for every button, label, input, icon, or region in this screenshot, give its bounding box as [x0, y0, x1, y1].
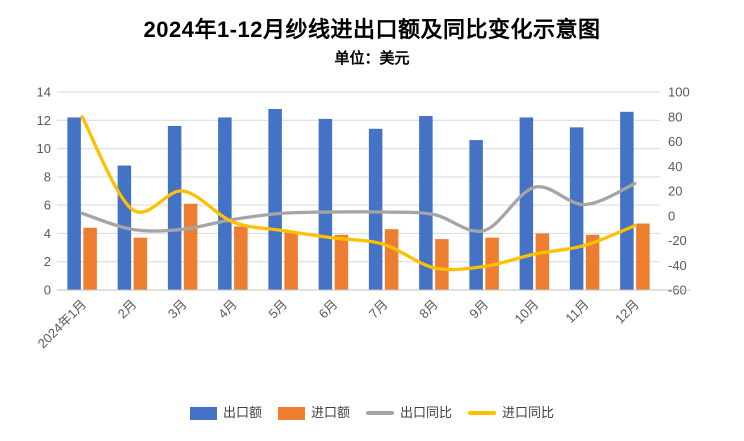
- bar-export-value: [268, 108, 282, 290]
- right-axis-tick-label: 0: [668, 208, 675, 223]
- x-axis-category-label: 5月: [265, 297, 290, 322]
- bar-import-value: [334, 234, 349, 290]
- x-axis-category-label: 10月: [511, 297, 541, 327]
- bar-export-value: [167, 125, 182, 290]
- bar-import-value: [284, 232, 298, 290]
- legend-item-export-value: 出口额: [189, 405, 262, 421]
- legend-item-export-yoy: 出口同比: [366, 405, 452, 421]
- bar-export-value: [620, 111, 634, 290]
- legend-item-import-value: 进口额: [277, 405, 350, 421]
- x-axis-category-label: 2月: [115, 297, 140, 322]
- legend-label-import-value: 进口额: [310, 405, 350, 420]
- x-axis-category-label: 6月: [316, 297, 341, 322]
- x-axis-category-label: 4月: [215, 297, 240, 322]
- right-axis-tick-label: 80: [668, 109, 682, 124]
- left-axis-tick-label: 10: [37, 141, 51, 156]
- legend-swatch-export-value-icon: [189, 406, 217, 420]
- bar-export-value: [569, 127, 584, 290]
- x-axis-category-label: 11月: [562, 297, 591, 326]
- x-axis-category-label: 12月: [612, 297, 642, 327]
- x-axis-category-label: 7月: [366, 297, 391, 322]
- right-axis-tick-label: 100: [668, 85, 690, 100]
- right-axis-tick-label: 40: [668, 159, 682, 174]
- bar-import-value: [234, 226, 248, 290]
- legend-label-export-value: 出口额: [222, 405, 262, 420]
- bar-export-value: [318, 118, 333, 290]
- x-axis-category-label: 9月: [466, 297, 491, 322]
- x-axis-category-label: 2024年1月: [35, 297, 90, 352]
- bar-import-value: [435, 239, 449, 290]
- chart-title: 2024年1-12月纱线进出口额及同比变化示意图: [143, 17, 601, 42]
- legend-label-export-yoy: 出口同比: [400, 405, 453, 420]
- legend-swatch-import-value-icon: [277, 406, 305, 420]
- x-axis-category-label: 3月: [165, 297, 190, 322]
- left-axis-tick-label: 8: [44, 169, 51, 184]
- bar-import-value: [636, 223, 650, 290]
- bar-export-value: [519, 117, 534, 290]
- bar-import-value: [83, 227, 97, 290]
- bar-export-value: [419, 116, 433, 290]
- legend-label-import-yoy: 进口同比: [502, 405, 555, 420]
- x-axis-category-label: 8月: [416, 297, 441, 322]
- legend-swatch-export-yoy-icon: [366, 411, 394, 415]
- bar-import-value: [133, 237, 148, 290]
- bar-export-value: [67, 117, 81, 290]
- legend-item-import-yoy: 进口同比: [468, 405, 554, 421]
- right-axis-tick-label: 60: [668, 134, 682, 149]
- bar-export-value: [218, 117, 232, 290]
- bar-import-value: [535, 233, 550, 290]
- left-axis-tick-label: 4: [44, 226, 51, 241]
- chart-subtitle: 单位：美元: [334, 50, 410, 67]
- left-axis-tick-label: 0: [44, 283, 51, 298]
- bar-import-value: [585, 234, 600, 290]
- bar-import-value: [183, 203, 198, 290]
- left-axis-tick-label: 12: [37, 113, 51, 128]
- line-import-yoy: [80, 115, 637, 272]
- legend-swatch-import-yoy-icon: [468, 411, 497, 415]
- right-axis-tick-label: -40: [668, 258, 687, 273]
- right-axis-tick-label: 20: [668, 184, 682, 199]
- bar-export-value: [368, 128, 383, 290]
- right-axis-tick-label: -20: [668, 233, 687, 248]
- left-axis-tick-label: 2: [44, 254, 51, 269]
- left-axis-tick-label: 6: [44, 198, 51, 213]
- bar-export-value: [469, 140, 483, 290]
- bar-import-value: [384, 229, 399, 290]
- line-export-yoy: [80, 181, 637, 233]
- chart-legend: 出口额 进口额 出口同比 进口同比: [0, 405, 744, 421]
- left-axis-tick-label: 14: [37, 85, 51, 100]
